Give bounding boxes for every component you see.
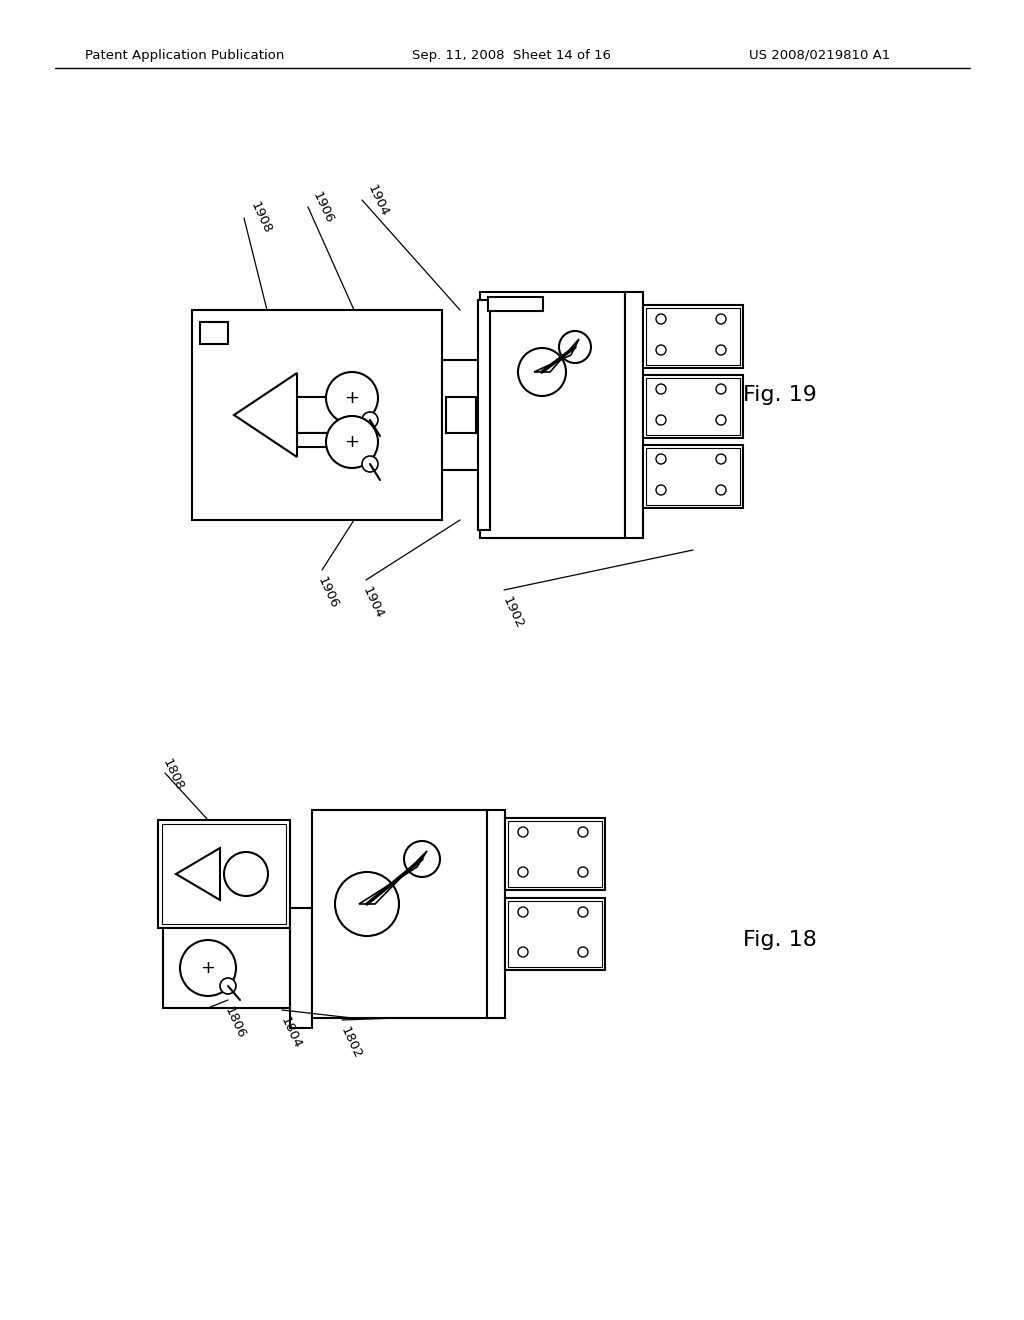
Bar (505, 818, 605, 890)
Bar (297, 433, 335, 447)
Text: 1906: 1906 (315, 574, 341, 610)
Text: Patent Application Publication: Patent Application Publication (85, 49, 285, 62)
Bar (646, 308, 740, 366)
Circle shape (716, 345, 726, 355)
Circle shape (656, 414, 666, 425)
Text: 1906: 1906 (310, 190, 336, 226)
Text: 1904: 1904 (365, 182, 391, 219)
Text: +: + (201, 960, 215, 977)
Circle shape (716, 384, 726, 393)
Bar (193, 310, 442, 520)
Bar (200, 322, 228, 345)
Bar (646, 447, 740, 506)
Bar (297, 397, 342, 433)
Circle shape (578, 907, 588, 917)
Polygon shape (359, 851, 427, 904)
Circle shape (224, 851, 268, 896)
Polygon shape (534, 339, 579, 372)
Circle shape (716, 414, 726, 425)
Text: 1808: 1808 (160, 756, 186, 792)
Bar (158, 820, 290, 928)
Circle shape (220, 978, 236, 994)
Circle shape (404, 841, 440, 876)
Circle shape (716, 314, 726, 323)
Bar (625, 292, 643, 539)
Circle shape (518, 946, 528, 957)
Text: 1904: 1904 (360, 585, 386, 620)
Text: 1902: 1902 (500, 594, 526, 631)
Circle shape (518, 828, 528, 837)
Bar (643, 445, 743, 508)
Circle shape (518, 348, 566, 396)
Circle shape (656, 454, 666, 465)
Circle shape (559, 331, 591, 363)
Circle shape (716, 454, 726, 465)
Bar (442, 360, 480, 470)
Circle shape (656, 484, 666, 495)
Circle shape (335, 873, 399, 936)
Polygon shape (176, 847, 220, 900)
Text: +: + (344, 433, 359, 451)
Text: 1802: 1802 (338, 1024, 365, 1060)
Bar (646, 378, 740, 436)
Bar (487, 810, 505, 1018)
Bar (643, 305, 743, 368)
Bar (643, 375, 743, 438)
Bar (505, 898, 605, 970)
Circle shape (656, 384, 666, 393)
Text: Sep. 11, 2008  Sheet 14 of 16: Sep. 11, 2008 Sheet 14 of 16 (413, 49, 611, 62)
Circle shape (362, 412, 378, 428)
Bar (163, 928, 290, 1008)
Text: Fig. 19: Fig. 19 (743, 385, 817, 405)
Bar (508, 821, 602, 887)
Bar (478, 300, 490, 531)
Text: 1806: 1806 (222, 1005, 248, 1040)
Circle shape (716, 484, 726, 495)
Bar (446, 397, 476, 433)
Circle shape (578, 867, 588, 876)
Bar (290, 908, 312, 1028)
Circle shape (326, 372, 378, 424)
Circle shape (656, 345, 666, 355)
Bar (480, 292, 625, 539)
Bar (162, 824, 286, 924)
Circle shape (180, 940, 236, 997)
Text: US 2008/0219810 A1: US 2008/0219810 A1 (750, 49, 891, 62)
Polygon shape (234, 374, 297, 457)
Bar (488, 297, 543, 312)
Bar (312, 810, 487, 1018)
Text: 1804: 1804 (278, 1015, 304, 1051)
Circle shape (656, 314, 666, 323)
Circle shape (578, 828, 588, 837)
Text: Fig. 18: Fig. 18 (743, 931, 817, 950)
Circle shape (578, 946, 588, 957)
Text: 1908: 1908 (248, 199, 274, 235)
Text: +: + (344, 389, 359, 407)
Bar (508, 902, 602, 968)
Circle shape (518, 867, 528, 876)
Circle shape (326, 416, 378, 469)
Circle shape (362, 455, 378, 473)
Circle shape (518, 907, 528, 917)
